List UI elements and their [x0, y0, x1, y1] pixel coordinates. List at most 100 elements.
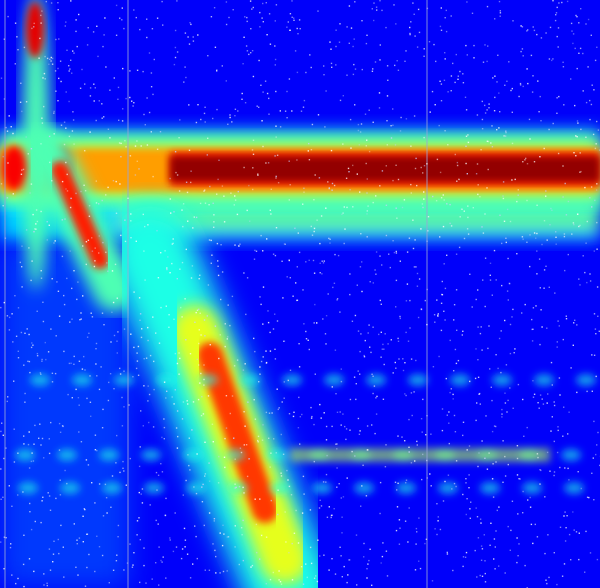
noise-dot	[359, 350, 361, 353]
noise-dot	[56, 281, 58, 283]
noise-dot	[160, 463, 162, 465]
noise-dot	[423, 191, 425, 193]
noise-dot	[588, 496, 590, 499]
noise-dot	[198, 342, 200, 345]
noise-dot	[534, 523, 536, 526]
noise-dot	[111, 311, 113, 313]
noise-dot	[133, 291, 135, 293]
dot-mark	[156, 374, 176, 386]
noise-dot	[468, 474, 470, 476]
noise-dot	[595, 333, 597, 335]
noise-dot	[93, 83, 95, 85]
noise-dot	[512, 20, 514, 22]
noise-dot	[342, 95, 344, 97]
noise-dot	[507, 463, 509, 466]
noise-dot	[147, 326, 149, 329]
noise-dot	[481, 100, 483, 103]
noise-dot	[144, 124, 146, 126]
noise-dot	[371, 584, 373, 586]
noise-dot	[108, 381, 110, 384]
noise-dot	[384, 466, 387, 468]
noise-dot	[455, 362, 458, 365]
noise-dot	[463, 237, 466, 240]
noise-dot	[58, 449, 61, 451]
noise-dot	[420, 308, 423, 310]
noise-dot	[582, 90, 584, 92]
noise-dot	[190, 170, 192, 172]
noise-dot	[94, 502, 96, 504]
noise-dot	[511, 111, 513, 113]
noise-dot	[1, 422, 3, 424]
noise-dot	[282, 297, 284, 299]
noise-dot	[87, 464, 90, 466]
noise-dot	[556, 6, 558, 9]
noise-dot	[23, 443, 25, 445]
noise-dot	[51, 180, 53, 182]
noise-dot	[313, 199, 315, 201]
noise-dot	[45, 0, 47, 3]
noise-dot	[408, 418, 410, 421]
noise-dot	[241, 92, 243, 95]
noise-dot	[335, 29, 337, 31]
noise-dot	[286, 276, 288, 278]
noise-dot	[591, 84, 593, 86]
noise-dot	[72, 50, 74, 52]
noise-dot	[591, 390, 593, 392]
noise-dot	[119, 367, 121, 370]
noise-dot	[445, 377, 447, 380]
noise-dot	[295, 282, 297, 284]
noise-dot	[220, 244, 222, 246]
noise-dot	[504, 402, 507, 404]
noise-dot	[58, 552, 60, 555]
noise-dot	[463, 210, 465, 212]
noise-dot	[452, 569, 454, 572]
noise-dot	[563, 563, 566, 565]
noise-dot	[171, 243, 173, 245]
noise-dot	[148, 111, 151, 114]
noise-dot	[497, 54, 499, 56]
noise-dot	[465, 551, 468, 554]
noise-dot	[195, 535, 197, 538]
noise-dot	[501, 413, 503, 415]
noise-dot	[454, 81, 456, 84]
noise-dot	[454, 431, 457, 433]
noise-dot	[438, 355, 440, 358]
noise-dot	[527, 29, 529, 31]
noise-dot	[366, 568, 368, 570]
noise-dot	[368, 324, 370, 326]
noise-dot	[14, 295, 16, 297]
noise-dot	[166, 390, 168, 392]
noise-dot	[445, 30, 448, 33]
noise-dot	[365, 145, 367, 147]
noise-dot	[32, 213, 34, 216]
noise-dot	[415, 157, 417, 160]
noise-dot	[39, 397, 41, 399]
noise-dot	[33, 570, 35, 573]
noise-dot	[392, 124, 394, 126]
noise-dot	[192, 227, 194, 229]
noise-dot	[378, 92, 381, 94]
noise-dot	[297, 33, 299, 35]
noise-dot	[492, 496, 495, 498]
noise-dot	[555, 231, 557, 233]
noise-dot	[595, 143, 597, 145]
noise-dot	[67, 393, 69, 396]
noise-dot	[327, 293, 329, 295]
noise-dot	[363, 354, 365, 357]
noise-dot	[372, 326, 374, 328]
noise-dot	[416, 285, 419, 287]
noise-dot	[401, 436, 403, 438]
noise-dot	[336, 443, 338, 445]
noise-dot	[333, 282, 336, 284]
noise-dot	[277, 182, 280, 184]
noise-dot	[253, 399, 255, 401]
noise-dot	[421, 478, 423, 481]
noise-dot	[340, 368, 342, 370]
noise-dot	[481, 128, 484, 130]
noise-dot	[196, 557, 198, 560]
noise-dot	[176, 278, 178, 280]
noise-dot	[73, 270, 75, 272]
noise-dot	[178, 190, 181, 192]
noise-dot	[593, 250, 595, 252]
noise-dot	[21, 169, 23, 171]
